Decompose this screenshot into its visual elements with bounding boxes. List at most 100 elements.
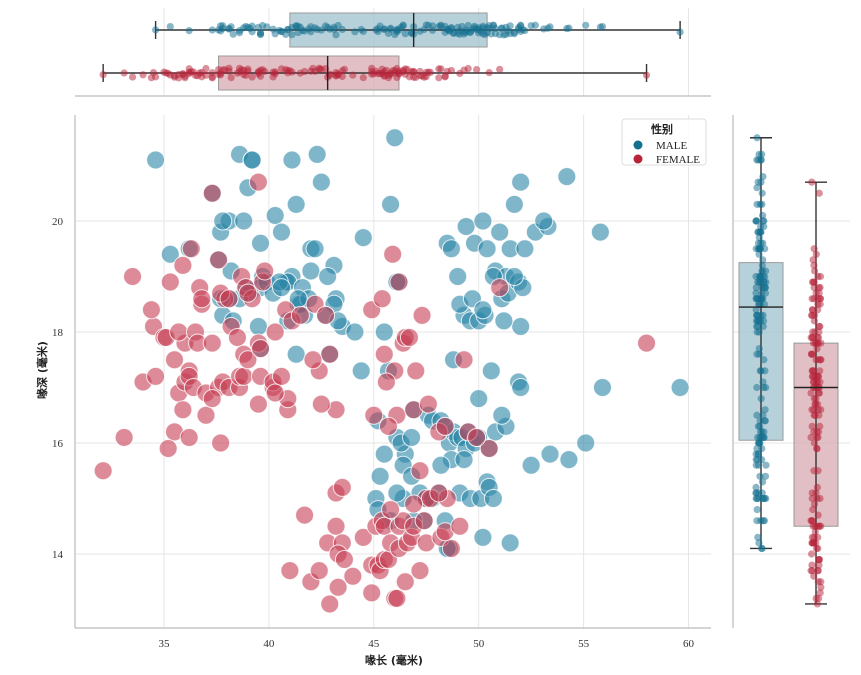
strip-point-y [816,367,824,375]
scatter-point-female [93,461,113,481]
strip-point-y [754,422,762,430]
strip-point-x [244,65,252,73]
strip-point-y [812,289,820,297]
strip-point-y [758,261,766,269]
strip-point-y [811,411,819,419]
strip-point-y [753,444,761,453]
scatter-point-female [202,333,222,353]
strip-point-x [464,21,472,30]
scatter-point-female [192,289,212,309]
strip-point-y [752,456,760,464]
x-tick-label: 40 [263,638,275,650]
strip-point-y [759,322,767,331]
scatter-point-male [374,444,394,464]
strip-point-y [815,322,823,331]
scatter-point-female [334,550,354,570]
strip-point-y [813,600,821,608]
strip-point-y [810,245,818,253]
main-axes: 35 40 45 50 55 60 14 16 18 20 [52,115,711,650]
strip-point-y [760,222,768,231]
strip-point-x [217,69,225,77]
strip-point-y [813,444,821,453]
scatter-point-female [343,566,363,586]
strip-point-y [758,478,767,486]
scatter-point-female [418,394,438,414]
strip-point-y [808,306,817,314]
strip-point-x [498,24,506,32]
strip-point-x [120,69,128,77]
strip-point-x [227,73,235,82]
strip-point-x [546,23,554,31]
strip-point-x [479,30,487,38]
strip-point-y [758,189,766,197]
strip-point-y [756,278,765,286]
strip-point-y [757,295,766,303]
scatter-point-female [219,289,239,309]
strip-point-y [756,300,765,308]
strip-point-y [817,583,825,591]
strip-point-y [816,422,824,430]
strip-point-y [809,328,817,336]
scatter-point-male [473,300,493,320]
scatter-point-female [372,289,392,309]
scatter-point-female [381,500,401,520]
strip-point-y [808,567,816,575]
strip-point-y [816,295,824,303]
scatter-point-male [590,222,610,242]
strip-point-y [816,589,824,597]
strip-point-y [756,367,764,375]
strip-point-x [152,26,160,34]
scatter-point-male [286,194,306,214]
scatter-point-female [303,350,323,370]
strip-point-y [755,250,763,258]
strip-point-y [752,284,760,292]
scatter-point-male [504,194,524,214]
strip-point-y [811,267,819,275]
strip-point-x [435,74,443,82]
scatter-point-male [456,217,476,237]
scatter-point-female [479,439,499,459]
strip-point-y [814,578,822,586]
scatter-point-female [238,283,258,303]
scatter-point-female [410,561,430,581]
scatter-point-male [242,150,262,170]
scatter-point-female [173,255,193,275]
scatter-point-female [280,561,300,581]
scatter-point-female [309,561,329,581]
scatter-point-male [213,211,233,231]
scatter-point-female [410,461,430,481]
scatter-point-female [362,583,382,603]
strip-point-x [284,26,292,34]
strip-point-y [808,489,816,497]
scatter-point-male [271,222,291,242]
scatter-point-female [490,278,510,298]
scatter-point-female [295,505,315,525]
strip-point-x [277,27,286,36]
strip-point-y [813,483,821,491]
scatter-point-male [286,344,306,364]
scatter-point-female [265,383,285,403]
strip-point-x [485,69,493,77]
scatter-point-female [376,372,396,392]
scatter-point-male [477,239,497,259]
strip-point-y [754,489,763,497]
scatter-point-female [158,439,178,459]
scatter-point-male [402,427,422,447]
scatter-points [93,128,690,614]
strip-point-y [760,356,768,364]
scatter-point-male [431,455,451,475]
strip-point-x [164,69,172,78]
strip-point-y [814,511,822,519]
right-marginal-boxplot [732,115,850,628]
scatter-point-male [234,211,254,231]
strip-point-y [753,184,761,192]
strip-point-y [753,156,761,164]
strip-point-y [762,383,770,392]
scatter-point-male [473,211,493,231]
y-tick-label: 20 [52,216,64,228]
strip-point-y [755,328,763,336]
strip-point-x [441,72,449,80]
scatter-point-male [473,527,493,547]
scatter-point-male [670,378,690,397]
strip-point-y [758,544,766,553]
